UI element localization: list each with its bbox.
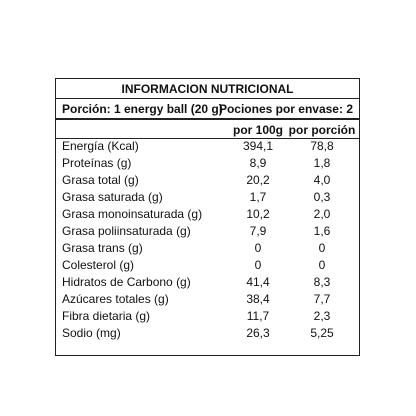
nutrient-label: Sodio (mg) (62, 326, 121, 340)
nutrient-label: Energía (Kcal) (62, 139, 139, 153)
value-per-serving: 7,7 (313, 292, 331, 306)
divider (56, 138, 359, 139)
nutrient-label: Fibra dietaria (g) (62, 309, 151, 323)
value-per-100g: 11,7 (246, 309, 270, 323)
value-per-serving: 1,6 (313, 224, 331, 238)
value-per-serving: 2,0 (313, 207, 331, 221)
nutrient-label: Azúcares totales (g) (62, 292, 169, 306)
value-per-100g: 41,4 (246, 275, 270, 289)
value-per-100g: 8,9 (249, 156, 267, 170)
column-header: por porción (288, 123, 356, 137)
value-per-100g: 38,4 (246, 292, 270, 306)
value-per-100g: 0 (254, 258, 262, 272)
divider (56, 118, 359, 120)
nutrition-table: INFORMACION NUTRICIONAL Porción: 1 energ… (55, 78, 360, 356)
servings: Pociones por envase: 2 (218, 102, 353, 116)
nutrient-label: Colesterol (g) (62, 258, 135, 272)
value-per-100g: 7,9 (249, 224, 267, 238)
value-per-serving: 5,25 (310, 326, 334, 340)
nutrient-label: Hidratos de Carbono (g) (62, 275, 191, 289)
column-header: por 100g (232, 123, 283, 137)
value-per-serving: 2,3 (313, 309, 331, 323)
value-per-serving: 4,0 (313, 173, 331, 187)
value-per-serving: 0 (318, 241, 326, 255)
value-per-100g: 1,7 (249, 190, 267, 204)
value-per-serving: 1,8 (313, 156, 331, 170)
nutrient-label: Grasa poliinsaturada (g) (62, 224, 191, 238)
value-per-serving: 78,8 (310, 139, 334, 153)
value-per-100g: 20,2 (246, 173, 270, 187)
value-per-serving: 0,3 (313, 190, 331, 204)
nutrient-label: Grasa trans (g) (62, 241, 143, 255)
value-per-serving: 8,3 (313, 275, 331, 289)
nutrient-label: Grasa monoinsaturada (g) (62, 207, 203, 221)
value-per-100g: 10,2 (246, 207, 270, 221)
portion: Porción: 1 energy ball (20 g) (62, 102, 223, 116)
table-title: INFORMACION NUTRICIONAL (121, 82, 294, 96)
value-per-100g: 394,1 (242, 139, 274, 153)
value-per-100g: 26,3 (246, 326, 270, 340)
value-per-serving: 0 (318, 258, 326, 272)
nutrient-label: Proteínas (g) (62, 156, 132, 170)
nutrient-label: Grasa total (g) (62, 173, 139, 187)
value-per-100g: 0 (254, 241, 262, 255)
divider (56, 98, 359, 99)
nutrient-label: Grasa saturada (g) (62, 190, 163, 204)
